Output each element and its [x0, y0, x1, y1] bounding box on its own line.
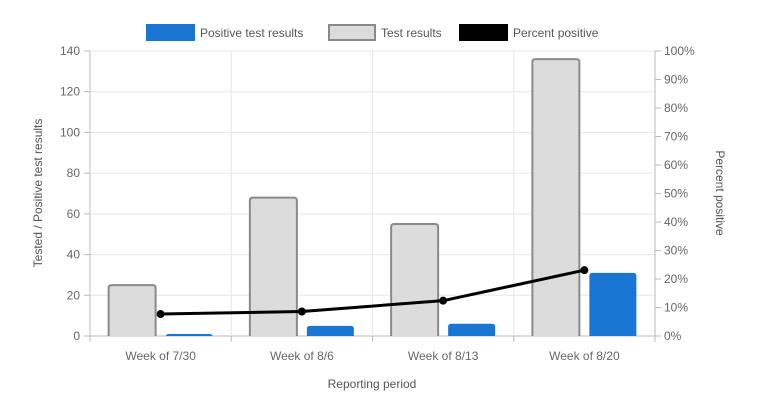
percent-positive-line	[160, 268, 585, 316]
x-tick-label: Week of 8/6	[270, 349, 334, 363]
legend-label: Positive test results	[200, 26, 303, 40]
y2-tick-label: 30%	[664, 244, 688, 258]
bar-positive-test-results	[165, 333, 213, 337]
bar-positive-test-results	[589, 272, 637, 336]
bar-test-results	[390, 223, 440, 336]
x-axis-title: Reporting period	[328, 377, 417, 391]
y2-tick-label: 90%	[664, 73, 688, 87]
bar-positive-test-results	[448, 323, 496, 336]
percent-positive-point	[297, 307, 306, 316]
y-tick-label: 20	[67, 288, 81, 302]
bar-positive-test-results	[306, 325, 354, 336]
y2-tick-label: 80%	[664, 101, 688, 115]
y2-tick-label: 20%	[664, 272, 688, 286]
y-tick-label: 40	[67, 248, 81, 262]
y2-tick-label: 10%	[664, 301, 688, 315]
y2-tick-label: 60%	[664, 158, 688, 172]
y-tick-label: 80	[67, 166, 81, 180]
y2-tick-label: 100%	[664, 44, 695, 58]
y2-axis-title: Percent positive	[713, 150, 727, 236]
y-tick-label: 140	[60, 44, 80, 58]
y2-tick-label: 40%	[664, 215, 688, 229]
y-tick-label: 60	[67, 207, 81, 221]
bar-test-results	[248, 196, 298, 336]
x-tick-label: Week of 8/20	[549, 349, 620, 363]
bars	[107, 58, 637, 337]
y-tick-label: 120	[60, 85, 80, 99]
legend-label: Test results	[381, 26, 442, 40]
legend-swatch	[146, 24, 195, 41]
y-axis-title: Tested / Positive test results	[31, 119, 45, 268]
bar-test-results	[531, 58, 581, 336]
legend-label: Percent positive	[513, 26, 599, 40]
x-tick-label: Week of 7/30	[125, 349, 196, 363]
y-tick-label: 100	[60, 125, 80, 139]
y-tick-label: 0	[73, 329, 80, 343]
legend: Positive test results Test results Percent…	[146, 24, 599, 41]
percent-line	[156, 266, 589, 319]
percent-positive-point	[580, 266, 589, 275]
legend-swatch	[328, 24, 376, 41]
percent-positive-point	[156, 310, 165, 319]
y2-tick-label: 70%	[664, 130, 688, 144]
legend-swatch	[459, 24, 508, 41]
percent-positive-point	[439, 296, 448, 305]
x-tick-label: Week of 8/13	[408, 349, 479, 363]
y2-tick-label: 0%	[664, 329, 682, 343]
axes: 0 20 40 60 80 100 120 140 0% 10% 20% 30% 40% 50% 60% 70…	[60, 44, 695, 363]
bar-test-results	[107, 284, 157, 336]
y2-tick-label: 50%	[664, 187, 688, 201]
